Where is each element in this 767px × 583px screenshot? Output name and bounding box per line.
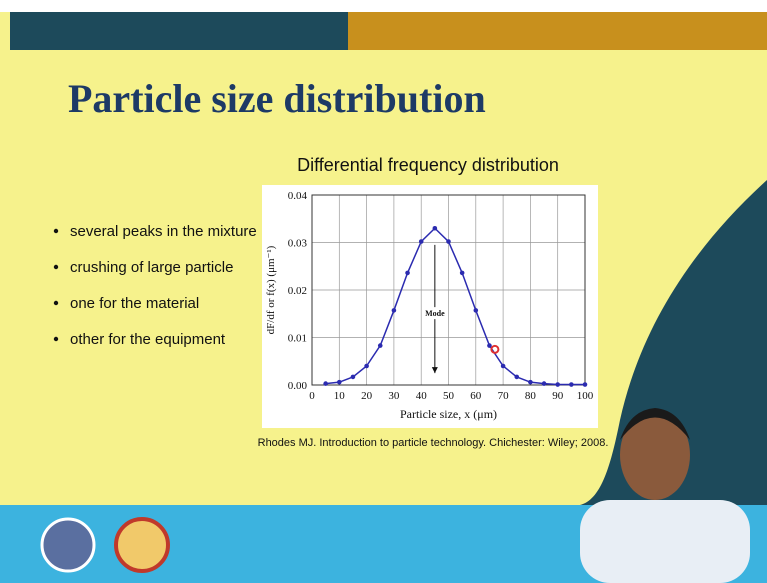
- slide-title: Particle size distribution: [68, 76, 486, 121]
- bullet-dot: [54, 229, 58, 233]
- bullet-dot: [54, 301, 58, 305]
- data-point: [446, 239, 451, 244]
- data-point: [569, 382, 574, 387]
- logo-right: [116, 519, 168, 571]
- data-point: [542, 381, 547, 386]
- data-point: [323, 381, 328, 386]
- top-bar-orange: [348, 12, 767, 50]
- presenter-shirt: [580, 500, 750, 583]
- y-tick-label: 0.01: [288, 333, 307, 345]
- x-tick-label: 100: [577, 390, 594, 402]
- data-point: [337, 380, 342, 385]
- bullet-dot: [54, 337, 58, 341]
- x-tick-label: 0: [309, 390, 315, 402]
- mode-label: Mode: [425, 309, 445, 318]
- chart-title: Differential frequency distribution: [297, 155, 559, 175]
- data-point: [392, 308, 397, 313]
- page: Particle size distribution several peaks…: [0, 0, 767, 583]
- x-tick-label: 10: [334, 390, 346, 402]
- data-point: [419, 239, 424, 244]
- top-edge: [0, 0, 767, 12]
- x-tick-label: 90: [552, 390, 564, 402]
- y-tick-label: 0.04: [288, 190, 308, 202]
- data-point: [405, 271, 410, 276]
- bullet-text: one for the material: [70, 295, 199, 312]
- bullet-dot: [54, 265, 58, 269]
- data-point: [378, 343, 383, 348]
- bullet-text: other for the equipment: [70, 331, 226, 348]
- data-point: [460, 271, 465, 276]
- x-tick-label: 60: [470, 390, 482, 402]
- y-tick-label: 0.02: [288, 285, 307, 297]
- x-tick-label: 20: [361, 390, 373, 402]
- logo-left: [42, 519, 94, 571]
- data-point: [364, 364, 369, 369]
- citation: Rhodes MJ. Introduction to particle tech…: [258, 437, 609, 449]
- x-tick-label: 30: [388, 390, 400, 402]
- y-tick-label: 0.00: [288, 380, 308, 392]
- y-tick-label: 0.03: [288, 238, 308, 250]
- x-axis-label: Particle size, x (μm): [400, 407, 497, 421]
- slide: Particle size distribution several peaks…: [0, 0, 767, 583]
- bullet-text: several peaks in the mixture: [70, 223, 257, 240]
- y-axis-label: dF/df or f(x) (μm⁻¹): [265, 245, 277, 334]
- x-tick-label: 70: [498, 390, 510, 402]
- x-tick-label: 40: [416, 390, 428, 402]
- top-bar-dark: [10, 12, 348, 50]
- data-point: [528, 380, 533, 385]
- bullet-text: crushing of large particle: [70, 259, 233, 276]
- data-point: [583, 382, 588, 387]
- x-tick-label: 80: [525, 390, 537, 402]
- x-tick-label: 50: [443, 390, 455, 402]
- data-point: [433, 226, 438, 231]
- data-point: [514, 375, 519, 380]
- data-point: [351, 375, 356, 380]
- data-point: [555, 382, 560, 387]
- data-point: [501, 364, 506, 369]
- data-point: [474, 308, 479, 313]
